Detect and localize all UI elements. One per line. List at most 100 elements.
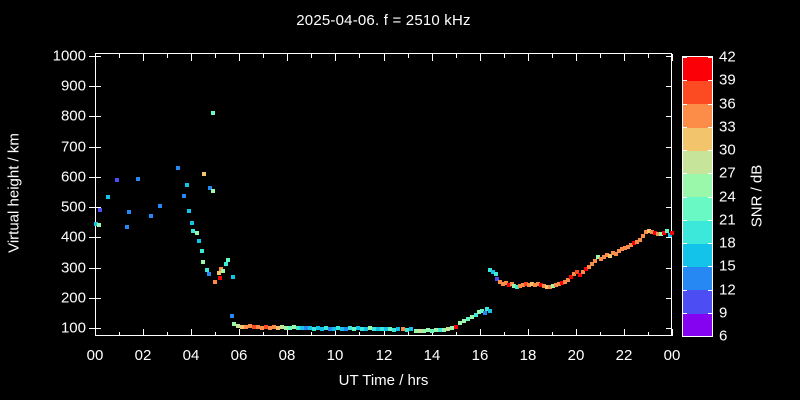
data-point bbox=[296, 326, 300, 330]
data-point bbox=[587, 265, 591, 269]
data-point bbox=[213, 280, 217, 284]
data-point bbox=[504, 281, 508, 285]
y-major-tick bbox=[666, 177, 672, 178]
data-point bbox=[320, 327, 324, 331]
data-point bbox=[115, 178, 119, 182]
data-point bbox=[620, 247, 624, 251]
y-major-tick bbox=[89, 116, 101, 117]
data-point bbox=[217, 271, 221, 275]
x-minor-tick bbox=[263, 54, 264, 58]
x-axis-label: UT Time / hrs bbox=[338, 372, 429, 389]
data-point bbox=[304, 326, 308, 330]
y-tick-label: 600 bbox=[60, 168, 86, 186]
colorbar-segment bbox=[683, 197, 712, 221]
x-minor-tick bbox=[359, 332, 360, 336]
data-point bbox=[380, 327, 384, 331]
y-major-tick bbox=[666, 116, 672, 117]
data-point bbox=[280, 325, 284, 329]
data-point bbox=[626, 245, 630, 249]
data-point bbox=[551, 284, 555, 288]
x-major-tick bbox=[143, 329, 144, 336]
data-point bbox=[405, 328, 409, 332]
data-point bbox=[494, 272, 498, 276]
x-major-tick bbox=[624, 54, 625, 61]
x-tick-label: 10 bbox=[326, 347, 344, 364]
data-point bbox=[501, 282, 505, 286]
data-point bbox=[569, 275, 573, 279]
x-major-tick bbox=[528, 54, 529, 61]
data-point bbox=[300, 326, 304, 330]
x-minor-tick bbox=[600, 332, 601, 336]
data-point bbox=[542, 284, 546, 288]
x-major-tick bbox=[287, 54, 288, 61]
x-major-tick bbox=[576, 54, 577, 61]
x-tick-label: 00 bbox=[663, 347, 681, 364]
data-point bbox=[563, 280, 567, 284]
data-point bbox=[446, 327, 450, 331]
data-point bbox=[434, 328, 438, 332]
data-point bbox=[488, 309, 492, 313]
data-point bbox=[191, 229, 195, 233]
x-minor-tick bbox=[408, 54, 409, 58]
data-point bbox=[480, 309, 484, 313]
y-tick-label: 300 bbox=[60, 259, 86, 277]
data-point bbox=[611, 251, 615, 255]
y-major-tick bbox=[666, 298, 672, 299]
x-minor-tick bbox=[215, 54, 216, 58]
data-point bbox=[240, 325, 244, 329]
data-point bbox=[659, 232, 663, 236]
x-tick-label: 06 bbox=[230, 347, 248, 364]
data-point bbox=[340, 327, 344, 331]
y-tick-label: 700 bbox=[60, 138, 86, 156]
x-minor-tick bbox=[311, 54, 312, 58]
data-point bbox=[662, 231, 666, 235]
data-point bbox=[200, 249, 204, 253]
colorbar-tick-label: 30 bbox=[719, 141, 736, 159]
data-point bbox=[208, 186, 212, 190]
data-point bbox=[248, 324, 252, 328]
data-point bbox=[232, 322, 236, 326]
y-major-tick bbox=[89, 147, 101, 148]
colorbar-tick bbox=[683, 150, 687, 151]
x-major-tick bbox=[143, 54, 144, 61]
data-point bbox=[590, 262, 594, 266]
x-tick-label: 16 bbox=[471, 347, 489, 364]
data-point bbox=[521, 283, 525, 287]
x-major-tick bbox=[191, 329, 192, 336]
data-point bbox=[650, 230, 654, 234]
x-minor-tick bbox=[167, 54, 168, 58]
data-point bbox=[581, 270, 585, 274]
x-major-tick bbox=[384, 54, 385, 61]
data-point bbox=[328, 327, 332, 331]
x-minor-tick bbox=[311, 332, 312, 336]
data-point bbox=[352, 327, 356, 331]
data-point bbox=[530, 282, 534, 286]
data-point bbox=[190, 221, 194, 225]
data-point bbox=[533, 283, 537, 287]
colorbar-tick bbox=[683, 243, 687, 244]
colorbar-segment bbox=[683, 104, 712, 128]
colorbar-tick bbox=[708, 197, 712, 198]
y-tick-label: 200 bbox=[60, 289, 86, 307]
colorbar-tick-label: 21 bbox=[719, 211, 736, 229]
data-point bbox=[401, 327, 405, 331]
colorbar-tick-label: 39 bbox=[719, 71, 736, 89]
data-point bbox=[512, 284, 516, 288]
colorbar-tick-label: 12 bbox=[719, 281, 736, 299]
data-point bbox=[466, 317, 470, 321]
data-point bbox=[324, 326, 328, 330]
data-point bbox=[566, 278, 570, 282]
data-point bbox=[668, 233, 672, 237]
x-minor-tick bbox=[648, 332, 649, 336]
colorbar-tick bbox=[708, 127, 712, 128]
colorbar-segment bbox=[683, 80, 712, 104]
colorbar-tick-label: 42 bbox=[719, 48, 736, 66]
x-tick-label: 20 bbox=[567, 347, 585, 364]
colorbar-tick-label: 36 bbox=[719, 95, 736, 113]
y-tick-label: 800 bbox=[60, 107, 86, 125]
data-point bbox=[127, 210, 131, 214]
data-point bbox=[195, 231, 199, 235]
data-point bbox=[617, 249, 621, 253]
data-point bbox=[368, 326, 372, 330]
data-point bbox=[495, 277, 499, 281]
